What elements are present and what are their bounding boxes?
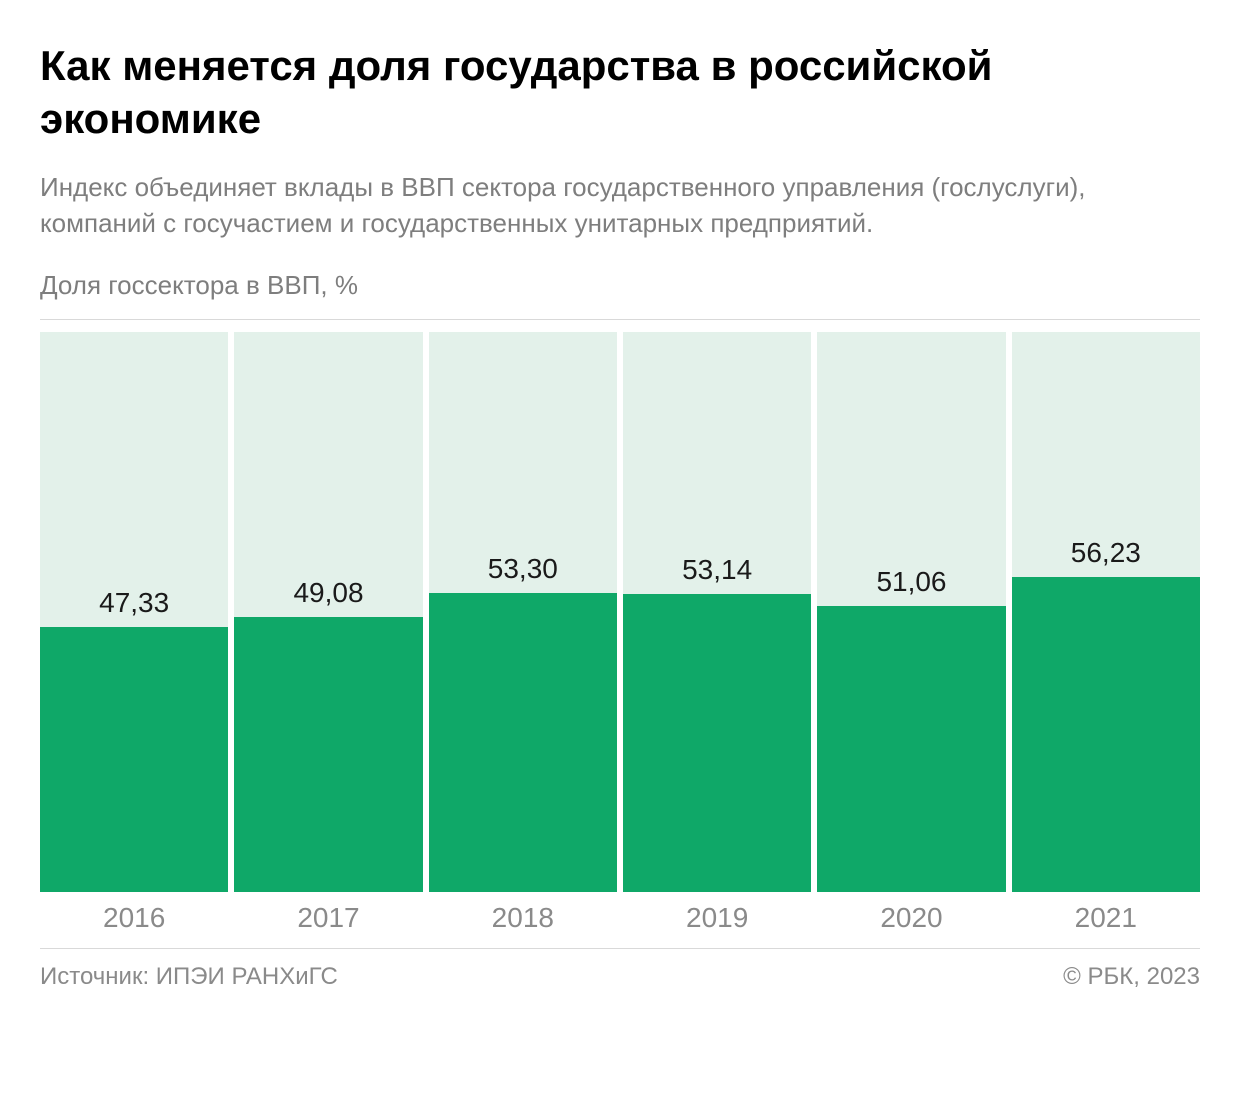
bar-chart: 47,33 49,08 53,30 53,14 51,06 56,23 (40, 332, 1200, 892)
bar-fill: 51,06 (817, 606, 1005, 892)
chart-subtitle: Индекс объединяет вклады в ВВП сектора г… (40, 169, 1200, 242)
copyright-label: © РБК, 2023 (1063, 963, 1200, 991)
chart-title: Как меняется доля государства в российск… (40, 40, 1200, 145)
bar-column: 53,30 (429, 332, 617, 892)
source-label: Источник: ИПЭИ РАНХиГС (40, 963, 338, 991)
bottom-divider (40, 948, 1200, 949)
x-axis-tick: 2021 (1012, 902, 1200, 934)
bar-column: 49,08 (234, 332, 422, 892)
x-axis-tick: 2017 (234, 902, 422, 934)
bar-fill: 47,33 (40, 627, 228, 892)
bar-value-label: 53,30 (429, 553, 617, 585)
bar-fill: 49,08 (234, 617, 422, 892)
x-axis: 2016 2017 2018 2019 2020 2021 (40, 902, 1200, 934)
bar-value-label: 49,08 (234, 577, 422, 609)
bar-fill: 53,14 (623, 594, 811, 892)
x-axis-tick: 2018 (429, 902, 617, 934)
bar-column: 53,14 (623, 332, 811, 892)
bar-value-label: 53,14 (623, 554, 811, 586)
chart-footer: Источник: ИПЭИ РАНХиГС © РБК, 2023 (40, 963, 1200, 991)
bar-fill: 56,23 (1012, 577, 1200, 892)
bar-value-label: 51,06 (817, 566, 1005, 598)
x-axis-tick: 2019 (623, 902, 811, 934)
x-axis-tick: 2020 (817, 902, 1005, 934)
top-divider (40, 319, 1200, 320)
bar-column: 51,06 (817, 332, 1005, 892)
bar-fill: 53,30 (429, 593, 617, 891)
bar-value-label: 47,33 (40, 587, 228, 619)
y-axis-label: Доля госсектора в ВВП, % (40, 270, 1200, 301)
bar-column: 47,33 (40, 332, 228, 892)
bar-column: 56,23 (1012, 332, 1200, 892)
bar-value-label: 56,23 (1012, 537, 1200, 569)
x-axis-tick: 2016 (40, 902, 228, 934)
